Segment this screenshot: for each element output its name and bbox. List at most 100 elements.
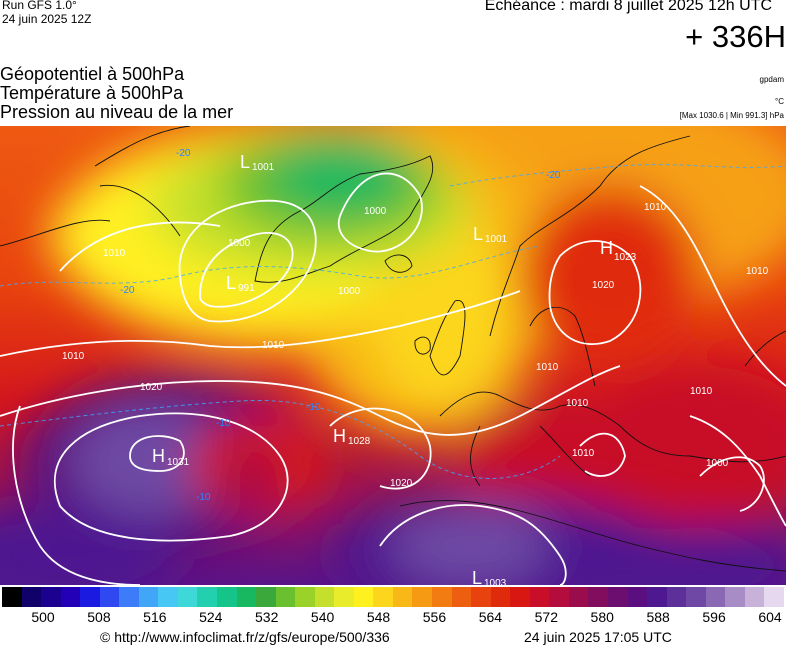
color-scale-swatch [236,587,257,607]
color-scale-swatch [353,587,374,607]
isobar-label: 1010 [566,398,589,409]
pressure-center-value: 1001 [252,162,275,173]
isobar-label: 1010 [262,340,285,351]
color-scale-bar [2,587,784,607]
isobars [0,172,786,585]
pressure-centers: L 1001 L 991 L 1001 H 1023 H 1028 H 1031… [152,152,637,585]
forecast-valid-time: Echéance : mardi 8 juillet 2025 12h UTC [484,0,772,14]
color-scale-tick: 500 [31,609,55,625]
color-scale-swatch [705,587,726,607]
color-scale-swatch [41,587,61,607]
run-label: Run GFS 1.0° [2,0,77,12]
color-scale-swatch [529,587,550,607]
color-scale-swatch [627,587,648,607]
color-scale-tick: 556 [422,609,447,625]
color-scale-tick: 540 [310,609,335,625]
color-scale-swatch [568,587,589,607]
color-scale-tick: 580 [590,609,614,625]
temperature-label: -20 [546,170,561,181]
color-scale-swatch [744,587,765,607]
color-scale-swatch [2,587,22,607]
isobar-label: 1020 [140,382,163,393]
color-scale-swatch [217,587,237,607]
color-scale-swatch [119,587,139,607]
color-scale-swatch [197,587,218,607]
color-scale-swatch [334,587,354,607]
isobar-label: 1010 [746,266,769,277]
color-scale-swatch [99,587,120,607]
color-scale-swatch [275,587,296,607]
weather-map: L 1001 L 991 L 1001 H 1023 H 1028 H 1031… [0,126,786,585]
unit-temperature: °C [775,97,784,106]
color-scale-tick: 548 [366,609,391,625]
color-scale-tick: 516 [143,609,167,625]
color-scale-swatch [510,587,530,607]
color-scale-tick: 508 [87,609,111,625]
color-scale-swatch [295,587,315,607]
pressure-center-value: 1003 [484,578,507,585]
color-scale-swatch [392,587,413,607]
pressure-center-type: L [240,152,250,172]
color-scale-ticks: 500 508 516 524 532 540 548 556 564 572 580 588 596 6… [0,609,786,627]
isobar-label: 1000 [338,286,361,297]
color-scale-swatch [725,587,745,607]
temperature-label: -20 [120,285,135,296]
pressure-center-value: 1001 [485,234,508,245]
color-scale-swatch [412,587,433,607]
color-scale-swatch [432,587,452,607]
lead-time: + 336H [685,19,786,54]
geopotential-field [0,126,786,585]
pressure-center-value: 1023 [614,252,637,263]
color-scale-swatch [256,587,276,607]
color-scale-swatch [666,587,687,607]
color-scale-tick: 564 [478,609,503,625]
color-scale-tick: 588 [646,609,670,625]
temperature-isotherms [0,164,786,479]
color-scale-swatch [451,587,472,607]
color-scale-swatch [60,587,81,607]
pressure-center-value: 1031 [167,457,190,468]
source-url: © http://www.infoclimat.fr/z/gfs/europe/… [100,629,390,645]
pressure-center-value: 991 [238,283,255,294]
isobar-label: 1000 [706,458,729,469]
temperature-label: -10 [196,492,211,503]
title-temperature: Température à 500hPa [0,83,184,103]
color-scale-swatch [549,587,569,607]
unit-geopotential: gpdam [759,75,784,84]
isobar-labels: 1010 1000 1000 1000 1010 1020 1010 1020 … [62,202,769,489]
isobar-label: 1010 [62,351,85,362]
title-geopotential: Géopotentiel à 500hPa [0,64,185,84]
color-scale-swatch [471,587,491,607]
color-scale-swatch [588,587,608,607]
color-scale-swatch [158,587,178,607]
color-scale-tick: 532 [255,609,279,625]
isobar-label: 1010 [572,448,595,459]
temperature-label: -10 [306,402,321,413]
pressure-center-type: L [226,273,236,293]
isobar-label: 1010 [690,386,713,397]
temperature-labels: -20 -20 -20 -10 -10 -10 [120,148,561,503]
pressure-center-value: 1028 [348,436,371,447]
color-scale-tick: 596 [702,609,726,625]
isobar-label: 1010 [536,362,559,373]
isobar-label: 1000 [228,238,251,249]
color-scale-swatch [647,587,667,607]
color-scale-swatch [490,587,511,607]
pressure-center-type: L [473,224,483,244]
pressure-center-type: L [472,568,482,585]
temperature-label: -20 [176,148,191,159]
pressure-center-type: H [152,446,165,466]
isobar-label: 1020 [390,478,413,489]
temperature-label: -10 [216,418,231,429]
color-scale-swatch [373,587,393,607]
run-date: 24 juin 2025 12Z [2,12,92,26]
color-scale-swatch [177,587,198,607]
color-scale-tick: 524 [199,609,223,625]
pressure-extremes: [Max 1030.6 | Min 991.3] hPa [679,111,784,120]
pressure-center-type: H [600,238,613,258]
color-scale-swatch [21,587,42,607]
isobar-label: 1000 [364,206,387,217]
color-scale-swatch [80,587,100,607]
isobar-label: 1010 [644,202,667,213]
generation-time: 24 juin 2025 17:05 UTC [524,629,672,645]
